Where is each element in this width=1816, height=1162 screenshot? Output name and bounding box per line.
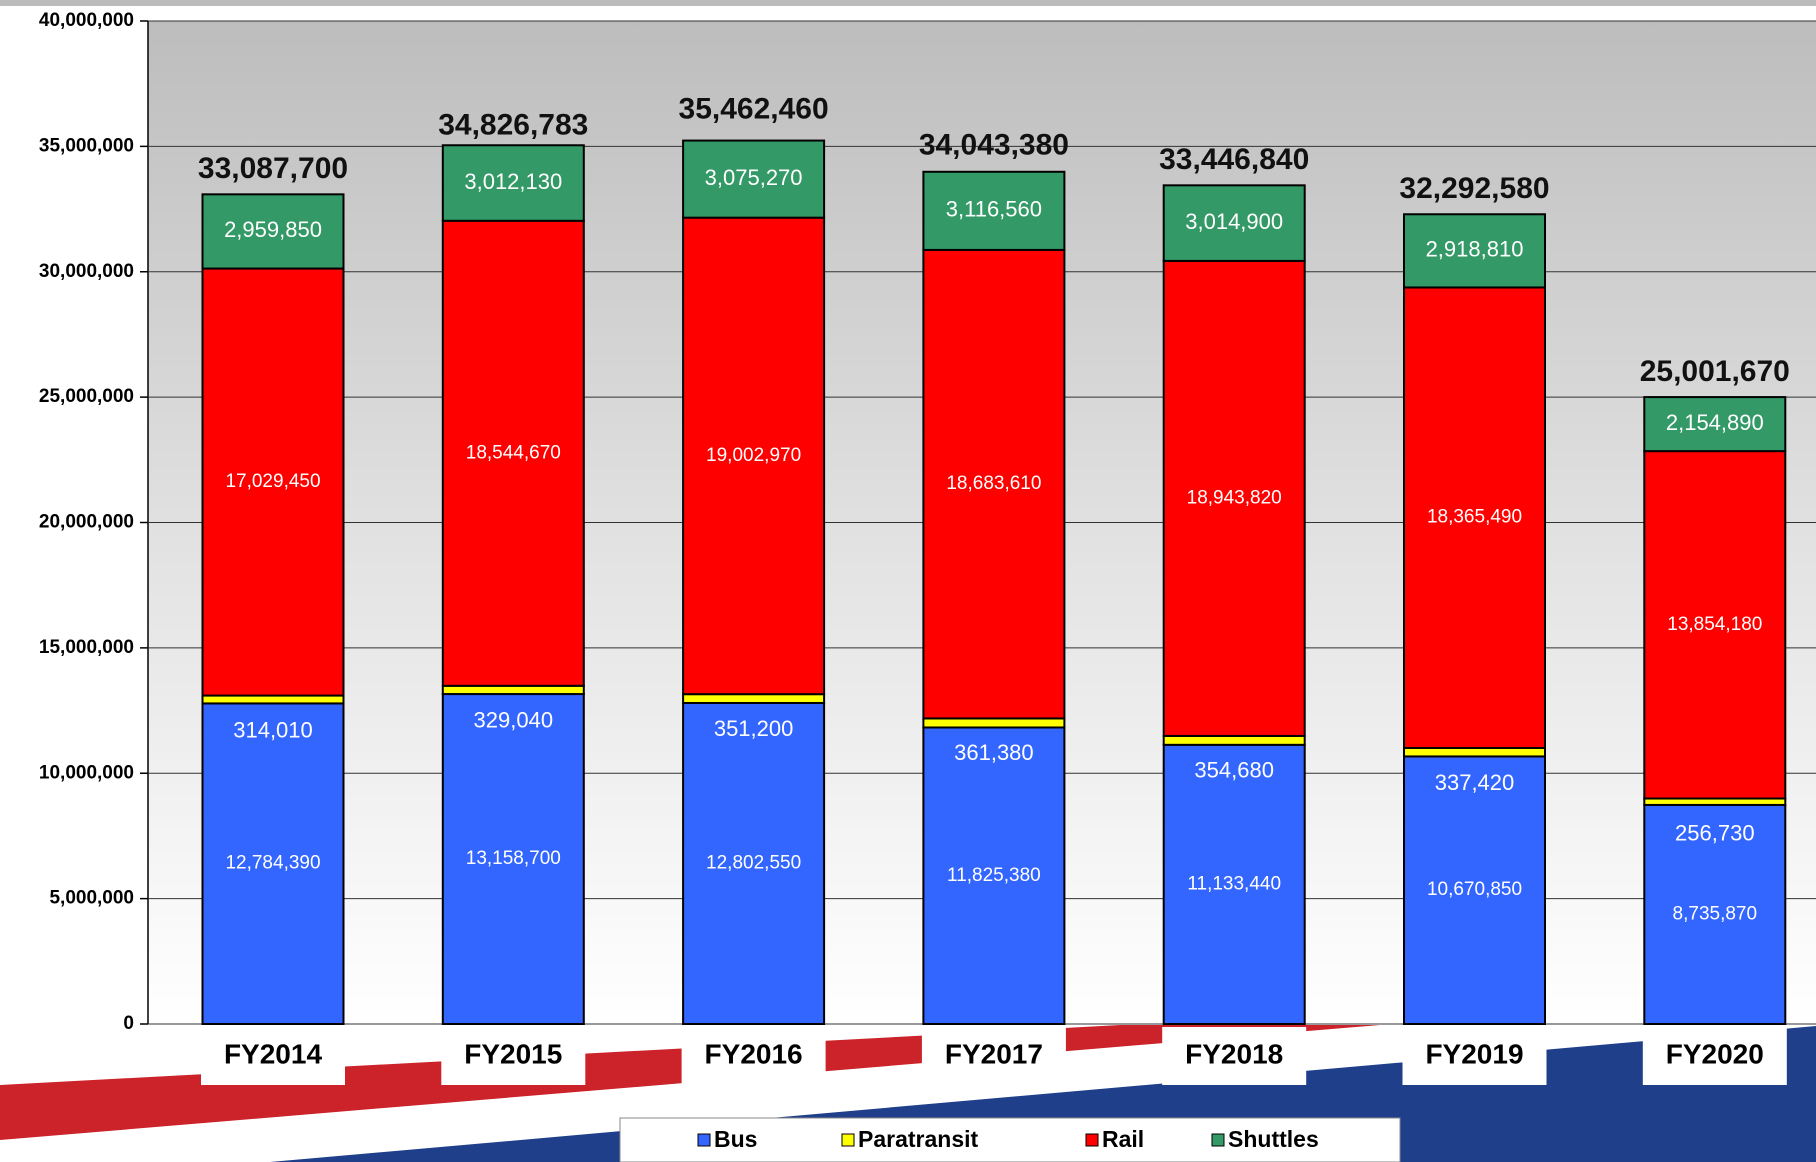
y-tick-label: 25,000,000: [39, 386, 134, 407]
bar-segment: [1643, 450, 1787, 800]
legend-label: Rail: [1102, 1126, 1144, 1152]
data-label: 8,735,870: [1673, 903, 1758, 924]
bar-segment: [441, 219, 585, 687]
bar-segment: [1162, 184, 1306, 262]
y-tick-label: 20,000,000: [39, 512, 134, 533]
data-label: 19,002,970: [706, 445, 801, 466]
bar-segment: [441, 684, 585, 696]
data-label: 13,158,700: [466, 848, 561, 869]
total-label: 34,826,783: [438, 109, 588, 142]
y-tick-label: 5,000,000: [49, 888, 134, 909]
bar-segment: [1162, 734, 1306, 746]
data-label: 351,200: [714, 716, 794, 741]
y-tick-label: 0: [123, 1013, 134, 1034]
category-box: [201, 1027, 345, 1085]
total-label: 35,462,460: [679, 93, 829, 126]
total-label: 33,446,840: [1159, 143, 1309, 176]
bar-segment: [1403, 286, 1546, 749]
data-label: 17,029,450: [225, 471, 320, 492]
y-tick-label: 15,000,000: [39, 637, 134, 658]
x-tick-label: FY2017: [945, 1038, 1043, 1069]
data-label: 10,670,850: [1427, 879, 1522, 900]
data-label: 256,730: [1675, 820, 1755, 845]
y-tick-label: 30,000,000: [39, 261, 134, 282]
data-label: 337,420: [1435, 770, 1515, 795]
data-label: 2,918,810: [1426, 237, 1524, 262]
data-label: 2,154,890: [1666, 410, 1764, 435]
x-tick-label: FY2016: [705, 1038, 803, 1069]
y-tick-label: 10,000,000: [39, 762, 134, 783]
data-label: 18,544,670: [466, 442, 561, 463]
bar-segment: [1403, 746, 1546, 758]
category-box: [1642, 1027, 1787, 1085]
category-box: [1402, 1027, 1547, 1085]
bar-segment: [201, 694, 345, 705]
bar-segment: [1403, 755, 1546, 1025]
top-stripe: [0, 0, 1816, 6]
data-label: 3,014,900: [1185, 209, 1283, 234]
total-label: 25,001,670: [1640, 355, 1790, 388]
data-label: 18,943,820: [1187, 487, 1282, 508]
category-box: [921, 1027, 1066, 1085]
bar-segment: [201, 702, 345, 1025]
bar-segment: [922, 248, 1066, 720]
data-label: 3,116,560: [946, 197, 1042, 222]
legend-box: [619, 1117, 1401, 1162]
data-label: 354,680: [1194, 758, 1274, 783]
data-label: 13,854,180: [1667, 614, 1762, 635]
legend-swatch: [697, 1133, 711, 1147]
x-tick-label: FY2014: [224, 1038, 322, 1069]
bar-segment: [1643, 396, 1787, 453]
bar-segment: [201, 193, 345, 270]
total-label: 32,292,580: [1399, 172, 1549, 205]
data-label: 361,380: [954, 740, 1034, 765]
y-tick-label: 40,000,000: [39, 10, 134, 31]
category-box: [681, 1027, 826, 1085]
legend-label: Bus: [714, 1126, 757, 1152]
data-label: 329,040: [474, 708, 554, 733]
data-label: 2,959,850: [224, 217, 322, 242]
category-box: [441, 1027, 586, 1085]
x-tick-label: FY2018: [1185, 1038, 1283, 1069]
bar-segment: [1643, 803, 1787, 1025]
data-label: 18,365,490: [1427, 507, 1522, 528]
bar-segment: [1403, 213, 1546, 289]
legend-label: Shuttles: [1228, 1126, 1319, 1152]
data-label: 314,010: [233, 717, 313, 742]
bar-segment: [441, 693, 585, 1025]
bar-segment: [1162, 743, 1306, 1025]
legend: Bus Paratransit Rail Shuttles: [619, 1117, 1401, 1162]
bar-segment: [682, 693, 826, 704]
bar-segment: [922, 170, 1066, 251]
bar-segment: [682, 139, 826, 219]
data-label: 3,075,270: [705, 165, 803, 190]
bar-segment: [682, 216, 826, 696]
data-label: 12,802,550: [706, 853, 801, 874]
total-label: 34,043,380: [919, 128, 1069, 161]
category-box: [1162, 1027, 1307, 1085]
data-label: 18,683,610: [946, 473, 1041, 494]
y-tick-label: 35,000,000: [39, 135, 134, 156]
legend-swatch: [1085, 1133, 1099, 1147]
bar-segment: [922, 717, 1066, 729]
bar-segment: [1162, 259, 1306, 737]
legend-label: Paratransit: [858, 1126, 979, 1152]
x-tick-label: FY2015: [464, 1038, 562, 1069]
x-tick-label: FY2020: [1666, 1038, 1764, 1069]
data-label: 3,012,130: [464, 169, 562, 194]
x-tick-label: FY2019: [1425, 1038, 1523, 1069]
data-label: 11,825,380: [947, 865, 1041, 886]
data-label: 11,133,440: [1187, 873, 1281, 894]
bar-segment: [441, 144, 585, 222]
legend-swatch: [841, 1133, 855, 1147]
total-label: 33,087,700: [198, 152, 348, 185]
legend-swatch: [1211, 1133, 1225, 1147]
bar-segment: [201, 267, 345, 697]
bar-segment: [922, 726, 1066, 1025]
data-label: 12,784,390: [225, 853, 320, 874]
